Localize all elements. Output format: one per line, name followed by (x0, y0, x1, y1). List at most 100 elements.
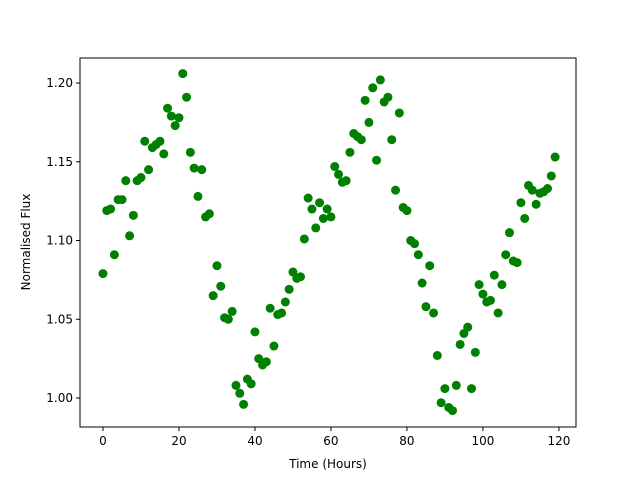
point (550, 152, 560, 162)
point (436, 398, 446, 408)
point (299, 234, 309, 244)
point (144, 165, 154, 175)
y-tick-label: 1.15 (46, 155, 73, 169)
point (296, 272, 306, 282)
point (467, 384, 477, 394)
point (106, 204, 116, 214)
point (345, 147, 355, 157)
point (383, 92, 393, 102)
plot-frame (79, 57, 577, 428)
point (128, 210, 138, 220)
point (387, 135, 397, 145)
point (307, 204, 317, 214)
point (315, 198, 325, 208)
point (174, 113, 184, 123)
point (501, 250, 511, 260)
point (432, 350, 442, 360)
point (208, 291, 218, 301)
y-tick-label: 1.20 (46, 76, 73, 90)
point (410, 239, 420, 249)
point (474, 280, 484, 290)
point (364, 117, 374, 127)
point (516, 198, 526, 208)
point (451, 380, 461, 390)
point (394, 108, 404, 118)
point (421, 302, 431, 312)
point (265, 303, 275, 313)
point (489, 270, 499, 280)
point (246, 379, 256, 389)
point (227, 306, 237, 316)
point (182, 92, 192, 102)
point (261, 357, 271, 367)
point (341, 176, 351, 186)
point (425, 261, 435, 271)
point (277, 308, 287, 318)
point (155, 136, 165, 146)
point (413, 250, 423, 260)
x-tick-label: 80 (399, 434, 414, 448)
point (98, 269, 108, 279)
point (235, 388, 245, 398)
point (326, 212, 336, 222)
point (372, 155, 382, 165)
x-tick-label: 100 (471, 434, 494, 448)
y-tick-label: 1.10 (46, 234, 73, 248)
point (212, 261, 222, 271)
point (402, 206, 412, 216)
point (512, 258, 522, 268)
point (109, 250, 119, 260)
point (470, 347, 480, 357)
point (136, 173, 146, 183)
point (231, 380, 241, 390)
x-tick-label: 120 (547, 434, 570, 448)
y-tick-label: 1.05 (46, 312, 73, 326)
point (204, 209, 214, 219)
point (280, 297, 290, 307)
point (360, 95, 370, 105)
point (429, 308, 439, 318)
y-tick-label: 1.00 (46, 391, 73, 405)
point (527, 185, 537, 195)
point (318, 213, 328, 223)
point (166, 111, 176, 121)
point (322, 204, 332, 214)
point (170, 121, 180, 131)
point (531, 199, 541, 209)
point (368, 83, 378, 93)
point (284, 284, 294, 294)
point (520, 213, 530, 223)
point (303, 193, 313, 203)
point (455, 339, 465, 349)
point (463, 322, 473, 332)
point (121, 176, 131, 186)
point (117, 195, 127, 205)
point (189, 163, 199, 173)
x-axis-label: Time (Hours) (288, 457, 367, 471)
point (216, 281, 226, 291)
y-axis-label: Normalised Flux (19, 194, 33, 291)
point (505, 228, 515, 238)
point (543, 184, 553, 194)
point (334, 169, 344, 179)
x-tick-label: 40 (247, 434, 262, 448)
point (448, 406, 458, 416)
point (223, 314, 233, 324)
point (178, 69, 188, 79)
point (391, 185, 401, 195)
point (140, 136, 150, 146)
point (440, 384, 450, 394)
x-tick-label: 0 (99, 434, 107, 448)
point (239, 399, 249, 409)
point (159, 149, 169, 159)
point (375, 75, 385, 85)
point (356, 135, 366, 145)
point (250, 327, 260, 337)
point (193, 191, 203, 201)
point (546, 171, 556, 181)
point (197, 165, 207, 175)
point (478, 289, 488, 299)
x-tick-label: 20 (171, 434, 186, 448)
point (163, 103, 173, 113)
